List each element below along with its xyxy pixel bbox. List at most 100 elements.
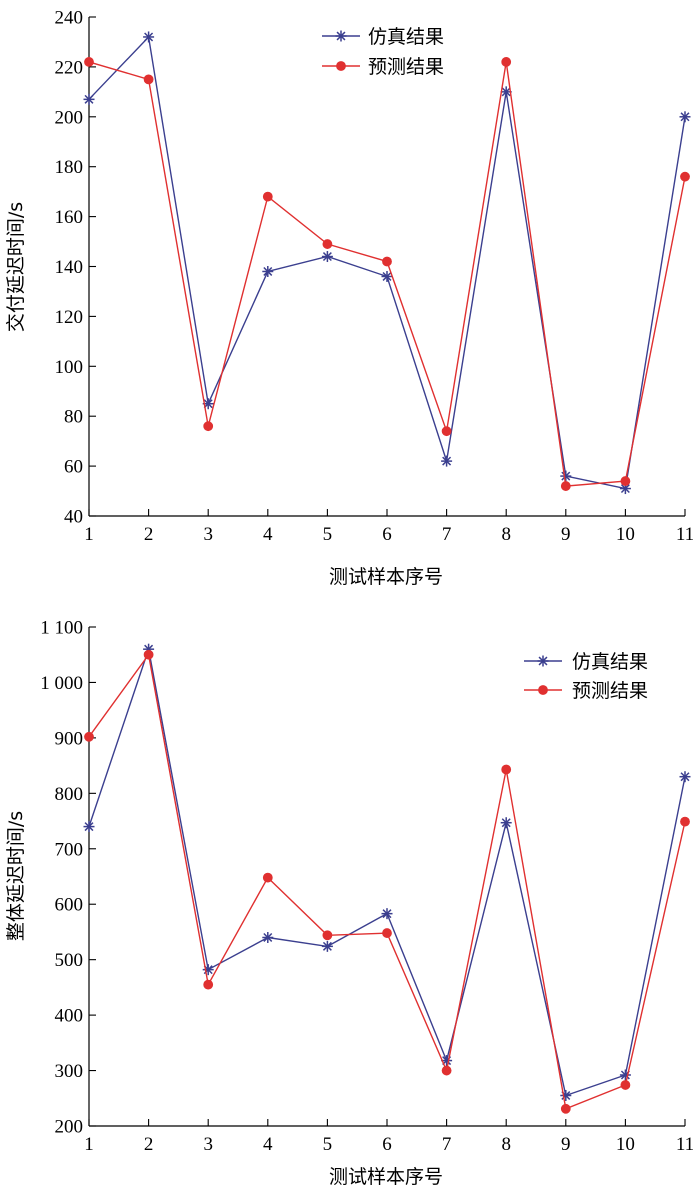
x-tick-label: 9: [561, 524, 571, 545]
x-tick-label: 5: [323, 1134, 333, 1155]
x-tick-label: 7: [442, 524, 452, 545]
x-tick-label: 4: [263, 524, 273, 545]
y-tick-label: 120: [55, 307, 84, 328]
y-tick-label: 200: [55, 1117, 84, 1138]
legend: 仿真结果 预测结果: [322, 26, 444, 78]
data-point: [262, 191, 273, 202]
legend-marker-glyph: [537, 655, 549, 667]
x-tick-label: 2: [144, 1134, 154, 1155]
legend-label-prediction: 预测结果: [368, 56, 444, 78]
y-tick-label: 40: [64, 507, 83, 528]
data-point: [381, 908, 393, 920]
data-point: [501, 57, 512, 67]
y-tick-label: 1 000: [40, 673, 83, 694]
data-point: [322, 930, 333, 941]
x-tick-label: 1: [84, 524, 94, 545]
x-tick-label: 11: [676, 1134, 694, 1155]
y-tick-label: 220: [55, 57, 84, 78]
x-tick-label: 5: [323, 524, 333, 545]
data-point: [382, 256, 392, 267]
data-point: [382, 928, 392, 938]
series-line: [88, 652, 686, 1110]
data-point: [679, 111, 691, 123]
x-tick-label: 2: [144, 524, 154, 545]
legend-entry-simulation: 仿真结果: [524, 651, 648, 673]
data-point: [560, 1090, 572, 1102]
legend-marker-prediction: [538, 685, 548, 695]
data-point: [680, 816, 690, 827]
data-point: [262, 872, 273, 883]
data-point: [560, 470, 572, 482]
y-tick-label: 200: [55, 107, 84, 128]
x-tick-label: 6: [382, 1134, 392, 1155]
series-prediction: [84, 649, 690, 1114]
y-axis-title: 整体延迟时间/s: [5, 811, 27, 941]
data-point: [620, 1080, 631, 1090]
y-tick-label: 1 100: [40, 618, 83, 639]
data-point: [203, 979, 214, 990]
data-point: [83, 821, 95, 833]
data-point: [679, 771, 691, 783]
series-prediction: [84, 57, 690, 491]
legend: 仿真结果 预测结果: [524, 651, 648, 702]
y-tick-label: 900: [55, 728, 84, 749]
series-simulation: [83, 643, 691, 1102]
legend-marker-glyph: [335, 30, 347, 42]
x-tick-label: 3: [203, 1134, 213, 1155]
data-point: [501, 764, 512, 775]
x-tick-label: 10: [616, 524, 635, 545]
x-tick-label: 1: [84, 1134, 94, 1155]
x-tick-label: 4: [263, 1134, 273, 1155]
data-point: [84, 57, 94, 67]
data-point: [441, 455, 453, 467]
legend-marker-simulation: [335, 30, 347, 42]
data-point: [381, 270, 393, 282]
y-tick-label: 100: [55, 357, 84, 378]
legend-marker-prediction: [336, 61, 346, 71]
legend-entry-prediction: 预测结果: [524, 680, 648, 702]
y-tick-label: 140: [55, 257, 84, 278]
data-point: [203, 421, 214, 432]
data-point: [321, 940, 333, 952]
x-tick-label: 6: [382, 524, 392, 545]
data-point: [143, 31, 155, 43]
x-axis-title: 测试样本序号: [329, 566, 443, 588]
x-tick-label: 8: [501, 1134, 511, 1155]
series-line: [88, 646, 686, 1097]
x-tick-label: 10: [616, 1134, 635, 1155]
data-point: [680, 171, 690, 182]
data-point: [441, 426, 452, 437]
overall-delay-chart: 整体延迟时间/s 测试样本序号 仿真结果 预测结果 200 300 400 500 60…: [5, 618, 694, 1189]
x-tick-label: 9: [561, 1134, 571, 1155]
data-point: [143, 74, 154, 85]
y-tick-label: 800: [55, 784, 84, 805]
data-point: [84, 731, 94, 742]
legend-label-simulation: 仿真结果: [368, 26, 444, 48]
data-point: [262, 931, 274, 943]
data-point: [500, 817, 512, 829]
delivery-delay-chart: 交付延迟时间/s 测试样本序号 仿真结果 预测结果 40608010012014…: [5, 8, 694, 589]
x-axis-title: 测试样本序号: [329, 1166, 443, 1188]
legend-entry-prediction: 预测结果: [322, 56, 444, 78]
data-point: [143, 649, 154, 660]
series-simulation: [83, 31, 691, 495]
y-tick-label: 300: [55, 1061, 84, 1082]
y-tick-label: 400: [55, 1006, 84, 1027]
y-tick-label: 700: [55, 839, 84, 860]
data-point: [560, 1103, 571, 1114]
legend-marker-glyph: [336, 61, 346, 71]
data-point: [441, 1065, 452, 1076]
y-tick-label: 60: [64, 457, 83, 478]
x-tick-label: 8: [501, 524, 511, 545]
legend-label-prediction: 预测结果: [572, 680, 648, 702]
x-tick-label: 7: [442, 1134, 452, 1155]
legend-entry-simulation: 仿真结果: [322, 26, 444, 48]
y-tick-label: 240: [55, 8, 84, 29]
x-tick-label: 11: [676, 524, 694, 545]
data-point: [620, 476, 631, 486]
y-tick-label: 500: [55, 950, 84, 971]
y-axis-title: 交付延迟时间/s: [5, 202, 27, 332]
x-tick-label: 3: [203, 524, 213, 545]
y-tick-label: 80: [64, 407, 83, 428]
y-tick-label: 160: [55, 207, 84, 228]
